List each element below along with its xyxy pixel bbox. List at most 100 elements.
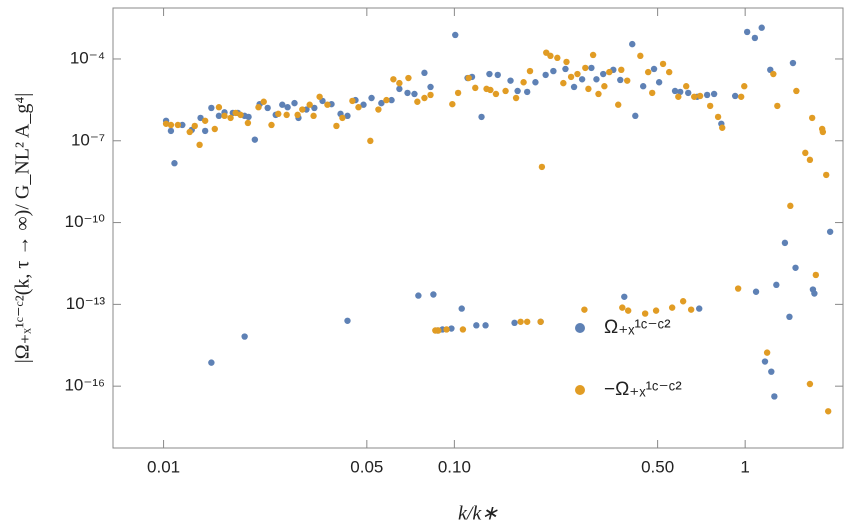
- point: [644, 68, 652, 76]
- point: [523, 318, 531, 325]
- point: [679, 298, 687, 305]
- point: [452, 31, 459, 39]
- point: [208, 104, 215, 112]
- point: [268, 121, 275, 129]
- point: [260, 98, 267, 105]
- point: [396, 79, 403, 87]
- point: [196, 141, 203, 149]
- point: [244, 119, 252, 127]
- point: [427, 83, 434, 91]
- point: [507, 77, 514, 84]
- point: [414, 98, 421, 105]
- point: [761, 358, 769, 365]
- point: [294, 111, 301, 119]
- point: [333, 122, 340, 130]
- y-tick-label: 10⁻¹³: [66, 294, 106, 313]
- point: [773, 281, 780, 289]
- point: [806, 156, 814, 164]
- point: [615, 101, 622, 108]
- point: [632, 112, 639, 120]
- point: [624, 77, 631, 84]
- point: [523, 88, 531, 96]
- point: [589, 51, 597, 59]
- x-tick-label: 0.05: [350, 457, 383, 476]
- point: [574, 70, 581, 78]
- point: [306, 101, 313, 108]
- point: [570, 83, 578, 91]
- point: [758, 24, 765, 31]
- point: [211, 125, 218, 133]
- point: [458, 305, 465, 312]
- point: [763, 349, 771, 356]
- point: [360, 101, 367, 108]
- point: [537, 318, 544, 325]
- point: [415, 292, 422, 299]
- point: [430, 291, 437, 298]
- point: [600, 70, 607, 78]
- point: [283, 111, 290, 119]
- point: [459, 326, 467, 333]
- legend-label: −Ω₊ₓ¹ᶜ⁻ᶜ²: [604, 379, 682, 400]
- point: [542, 71, 549, 79]
- point: [606, 68, 613, 76]
- point: [201, 117, 209, 124]
- point: [208, 359, 215, 366]
- point: [404, 89, 411, 97]
- point: [355, 104, 362, 111]
- point: [449, 100, 456, 108]
- point: [310, 112, 317, 120]
- point: [563, 58, 570, 66]
- point: [567, 73, 575, 81]
- point: [652, 307, 660, 314]
- point: [621, 293, 628, 300]
- point: [811, 290, 818, 297]
- point: [812, 271, 820, 279]
- point: [162, 120, 170, 127]
- point: [517, 318, 524, 325]
- point: [520, 79, 527, 86]
- point: [714, 113, 722, 121]
- point: [771, 393, 778, 400]
- point: [618, 66, 625, 74]
- point: [316, 93, 323, 100]
- point: [349, 97, 356, 105]
- point: [179, 121, 186, 129]
- point: [255, 104, 262, 111]
- point: [787, 202, 794, 210]
- point: [649, 89, 656, 97]
- point: [639, 83, 647, 90]
- point: [512, 94, 520, 102]
- point: [731, 92, 739, 100]
- point: [191, 122, 198, 130]
- point: [706, 102, 714, 110]
- point: [677, 88, 684, 96]
- point: [585, 85, 592, 93]
- point: [741, 83, 748, 90]
- point: [232, 109, 239, 117]
- point: [264, 104, 271, 112]
- point: [435, 327, 442, 334]
- point: [655, 79, 663, 86]
- plot-frame: [112, 7, 844, 449]
- point: [683, 83, 690, 90]
- point: [560, 79, 567, 87]
- point: [538, 163, 546, 171]
- point: [486, 70, 493, 78]
- point: [197, 114, 204, 122]
- point: [514, 87, 521, 95]
- point: [167, 121, 175, 129]
- point: [808, 114, 816, 122]
- point: [532, 79, 539, 86]
- point: [368, 94, 375, 102]
- point: [378, 99, 385, 107]
- point: [502, 87, 509, 95]
- point: [752, 288, 760, 295]
- point: [227, 114, 234, 122]
- point: [703, 91, 711, 99]
- point: [629, 40, 636, 48]
- point: [588, 64, 595, 72]
- point: [186, 128, 193, 136]
- y-axis-label: |Ω₊ₓ¹ᶜ⁻ᶜ²(k, τ → ∞)/ G_NL² A_g⁴|: [12, 93, 34, 364]
- y-tick-label: 10⁻⁴: [70, 48, 105, 67]
- point: [482, 322, 489, 329]
